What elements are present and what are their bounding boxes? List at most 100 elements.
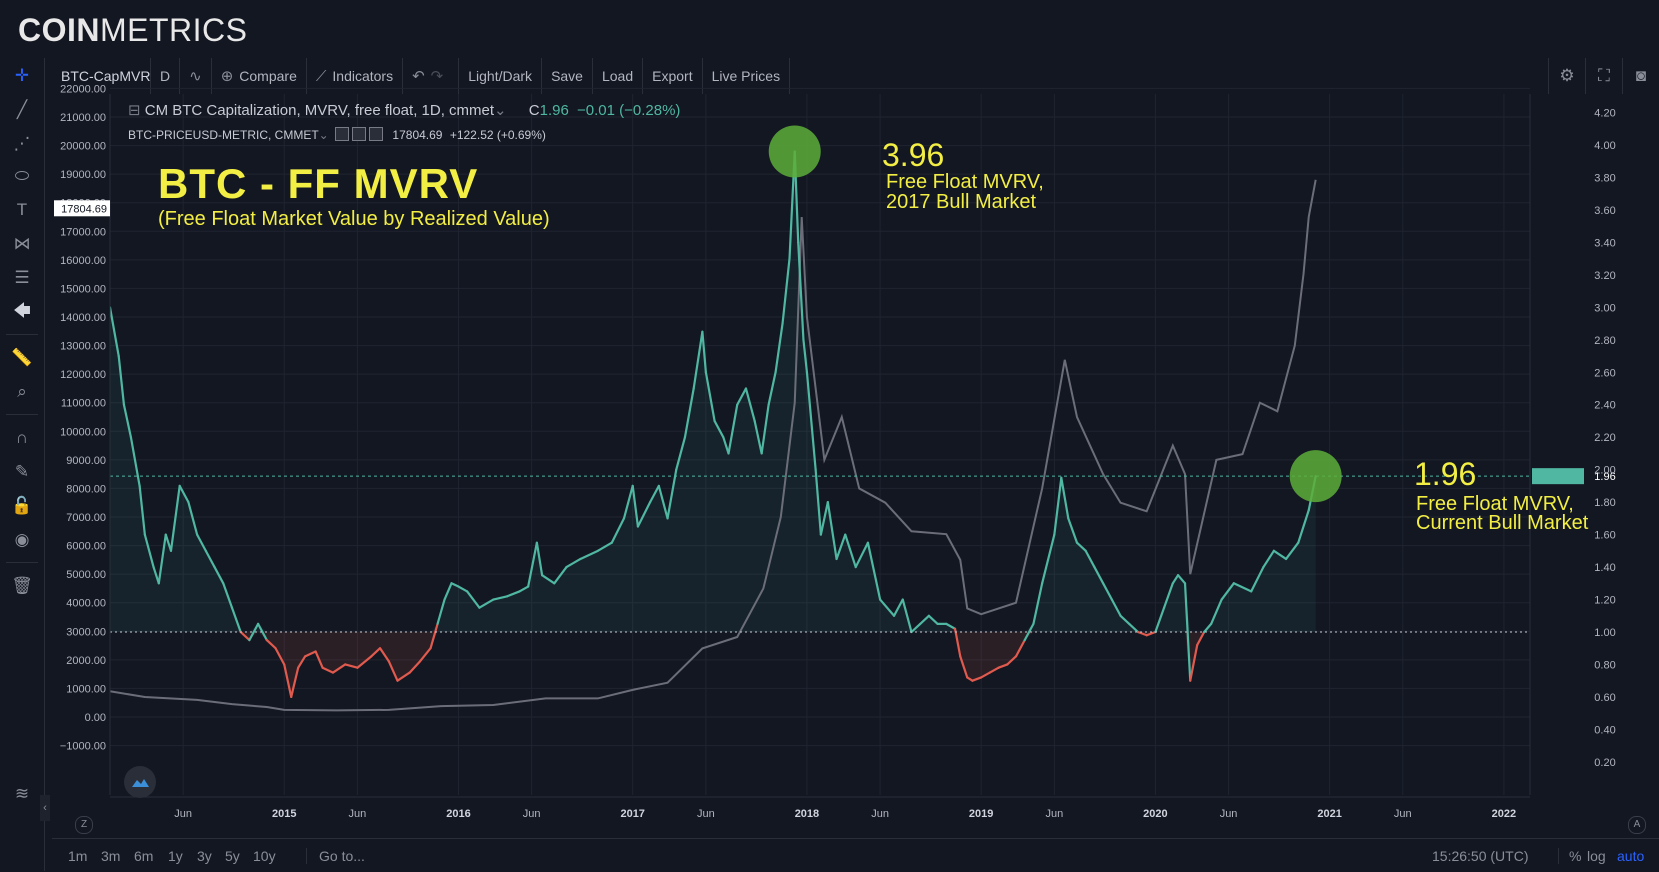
time-axis-tick-label: 2022 xyxy=(1492,808,1516,820)
main-series-legend[interactable]: ⊟ CM BTC Capitalization, MVRV, free floa… xyxy=(128,102,681,119)
layers-icon[interactable]: ≋ xyxy=(14,784,30,803)
symbol-selector[interactable]: BTC-CapMVRV xyxy=(52,58,151,94)
mvrv-line-segment xyxy=(892,598,904,617)
visibility-icon[interactable] xyxy=(335,127,350,141)
log-scale-button[interactable]: log xyxy=(1587,848,1606,864)
close-change: −0.01 (−0.28%) xyxy=(577,102,681,119)
back-arrow-icon[interactable]: 🡄 xyxy=(13,300,31,320)
mvrv-line-segment xyxy=(239,630,251,642)
ruler-icon[interactable]: 📏 xyxy=(11,348,33,367)
camera-icon[interactable]: ◙ xyxy=(1622,58,1659,94)
goto-date-button[interactable]: Go to... xyxy=(306,848,365,864)
mvrv-line-segment xyxy=(631,484,640,528)
mvrv-line-segment xyxy=(1102,582,1113,601)
left-axis-tick-label: 22000.00 xyxy=(60,83,106,95)
chart-style-button[interactable]: ∿ xyxy=(180,58,212,94)
interval-selector[interactable]: D xyxy=(151,58,181,94)
chart-style-icon: ∿ xyxy=(189,68,202,85)
text-tool-icon[interactable]: T xyxy=(16,200,28,219)
mvrv-line-segment xyxy=(1284,541,1300,561)
mvrv-line-segment xyxy=(1023,622,1035,642)
right-mvrv-axis[interactable]: 4.20 4.00 3.80 3.60 3.40 3.20 3.00 2.80 2.60 2.40… xyxy=(1529,94,1659,795)
mvrv-line-segment xyxy=(910,622,922,634)
collapse-toolbar-handle[interactable]: ‹ xyxy=(40,795,50,821)
zoom-icon[interactable]: ⌕ xyxy=(17,382,27,401)
current-value-label: 1.96 xyxy=(1414,456,1477,492)
range-3m[interactable]: 3m xyxy=(101,848,121,864)
range-1y[interactable]: 1y xyxy=(168,848,183,864)
mvrv-line-segment xyxy=(492,595,509,601)
collapse-legend-icon[interactable]: ⊟ xyxy=(128,102,141,119)
left-price-axis[interactable]: 22000.0021000.0020000.0019000.0018000.00… xyxy=(52,83,111,795)
unlock-icon[interactable]: 🔓 xyxy=(11,496,33,515)
lock-drawing-icon[interactable]: ✎ xyxy=(14,462,30,481)
peak-label-line2: 2017 Bull Market xyxy=(886,191,1037,213)
range-6m[interactable]: 6m xyxy=(134,848,154,864)
auto-scale-toggle[interactable]: auto xyxy=(1617,848,1645,864)
left-current-price-box xyxy=(54,200,110,217)
settings-gear-icon[interactable]: ⚙ xyxy=(1548,58,1585,94)
mvrv-line-segment xyxy=(953,627,962,658)
mvrv-line-segment xyxy=(122,403,133,439)
zoom-reset-left-button[interactable]: Z xyxy=(75,816,93,834)
settings-icon[interactable] xyxy=(352,127,367,141)
mvrv-line-segment xyxy=(927,614,939,625)
pattern-icon[interactable]: ⋈ xyxy=(13,234,31,253)
undo-icon[interactable]: ↶ xyxy=(412,68,425,85)
cloud-logo-icon[interactable] xyxy=(124,766,156,798)
pitchfork-icon[interactable]: ⋰ xyxy=(13,134,31,153)
mvrv-line-segment xyxy=(565,557,582,569)
left-axis-tick-label: 7000.00 xyxy=(66,512,106,524)
left-axis-tick-label: 12000.00 xyxy=(60,369,106,381)
load-button[interactable]: Load xyxy=(593,58,644,94)
right-axis-tick-label: 0.80 xyxy=(1594,659,1615,671)
trash-icon[interactable]: 🗑 xyxy=(11,576,33,595)
mvrv-line-segment xyxy=(988,666,1000,674)
indicators-button[interactable]: ⟋ Indicators xyxy=(307,58,404,94)
right-axis-tick-label: 3.20 xyxy=(1594,270,1615,282)
mvrv-line-segment xyxy=(835,533,847,561)
auto-scale-button[interactable]: A xyxy=(1628,816,1646,834)
range-1m[interactable]: 1m xyxy=(68,848,88,864)
trend-line-icon[interactable]: ╱ xyxy=(16,100,28,119)
magnet-icon[interactable]: ∩ xyxy=(15,428,29,447)
percent-scale-button[interactable]: % xyxy=(1558,848,1581,864)
fullscreen-icon[interactable]: ⛶ xyxy=(1585,58,1622,94)
shapes-icon[interactable]: ⬭ xyxy=(14,166,30,185)
prediction-icon[interactable]: ☰ xyxy=(14,268,30,287)
time-axis[interactable]: Jun 2015 Jun 2016 Jun 2017 Jun 2018 Jun 2019 Jun 20… xyxy=(110,796,1530,820)
left-axis-tick-label: −1000.00 xyxy=(60,741,106,753)
mvrv-line-segment xyxy=(753,419,763,455)
remove-icon[interactable] xyxy=(369,127,384,141)
redo-icon[interactable]: ↷ xyxy=(430,68,444,85)
mvrv-line-segment xyxy=(527,541,538,588)
right-axis-tick-label: 2.60 xyxy=(1594,367,1615,379)
mvrv-line-segment xyxy=(692,330,704,390)
save-button[interactable]: Save xyxy=(542,58,593,94)
mvrv-line-segment xyxy=(196,533,207,552)
right-axis-tick-label: 3.00 xyxy=(1594,302,1615,314)
mvrv-line-segment xyxy=(265,639,277,650)
time-axis-tick-label: 2020 xyxy=(1143,808,1167,820)
export-button[interactable]: Export xyxy=(643,58,703,94)
time-axis-tick-label: 2017 xyxy=(620,808,644,820)
chart-grid xyxy=(110,87,1530,795)
light-dark-button[interactable]: Light/Dark xyxy=(459,58,543,94)
live-prices-button[interactable]: Live Prices xyxy=(703,58,791,94)
compare-button[interactable]: ⊕ Compare xyxy=(212,58,307,94)
crosshair-icon[interactable]: ✛ xyxy=(14,66,30,85)
range-3y[interactable]: 3y xyxy=(197,848,212,864)
mvrv-line-segment xyxy=(1119,614,1131,625)
mvrv-line-segment xyxy=(722,436,730,455)
range-10y[interactable]: 10y xyxy=(253,848,276,864)
mvrv-line-segment xyxy=(396,671,411,682)
price-series-legend[interactable]: BTC-PRICEUSD-METRIC, CMMET⌄ 17804.69 +12… xyxy=(128,127,546,142)
mvrv-line-segment xyxy=(356,655,373,669)
eye-icon[interactable]: ◉ xyxy=(14,530,30,549)
mvrv-line-segment xyxy=(297,655,307,669)
mvrv-line-segment xyxy=(506,590,521,598)
time-axis-tick-label: 2018 xyxy=(795,808,819,820)
range-5y[interactable]: 5y xyxy=(225,848,240,864)
chart-fills xyxy=(110,151,1316,697)
